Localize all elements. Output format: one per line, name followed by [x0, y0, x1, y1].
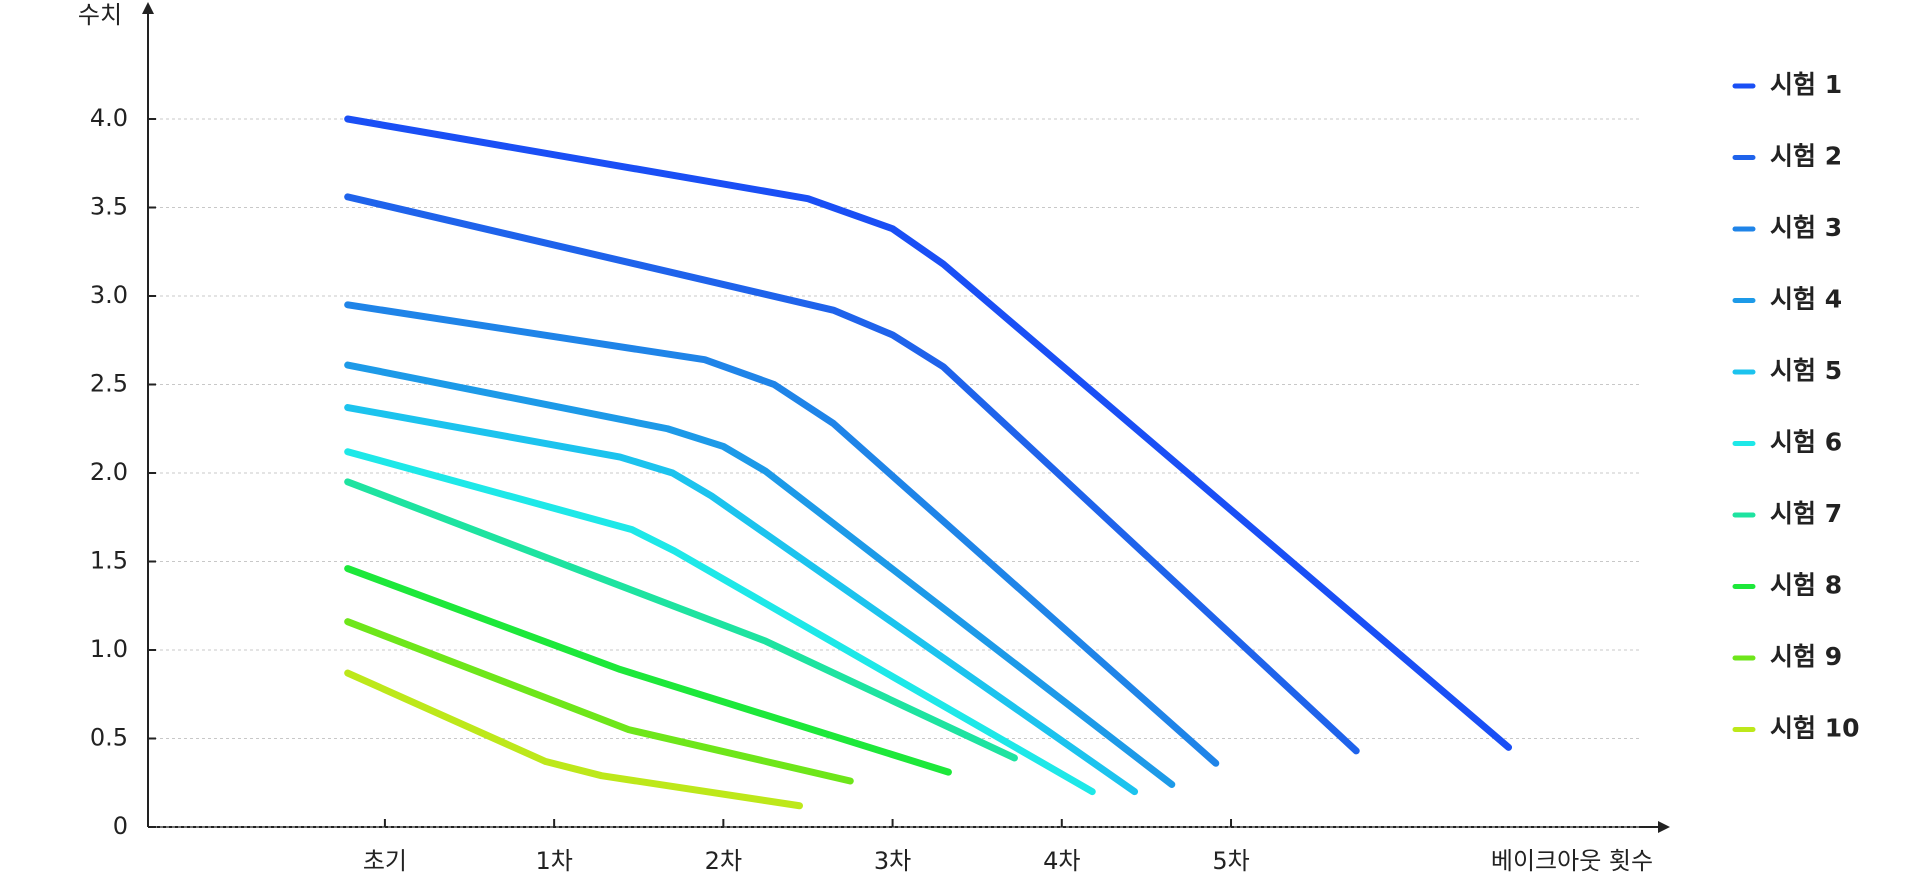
y-tick-label: 4.0 [90, 104, 128, 132]
series-line [344, 361, 1176, 789]
y-tick-label: 1.0 [90, 635, 128, 663]
legend-label: 시험 6 [1770, 428, 1842, 457]
legend-label: 시험 5 [1770, 356, 1842, 385]
series-line [344, 193, 1360, 755]
series-line [344, 301, 1220, 767]
legend-label: 시험 4 [1770, 285, 1842, 314]
legend-label: 시험 9 [1770, 642, 1842, 671]
y-axis-label: 수치 [78, 1, 122, 29]
y-axis-arrow [142, 2, 154, 14]
series-line [344, 404, 1139, 796]
y-tick-label: 3.5 [90, 193, 128, 221]
series-line [344, 478, 1018, 762]
x-axis-label: 베이크아웃 횟수 [1491, 847, 1653, 875]
series-line [344, 115, 1513, 751]
y-tick-label: 2.5 [90, 370, 128, 398]
series-line [344, 448, 1096, 796]
y-tick-label: 1.5 [90, 547, 128, 575]
x-tick-label: 5차 [1212, 847, 1249, 875]
x-tick-label: 2차 [705, 847, 742, 875]
series-line [344, 669, 804, 810]
x-axis-arrow [1658, 821, 1670, 833]
x-tick-label: 4차 [1043, 847, 1080, 875]
legend-label: 시험 7 [1770, 499, 1842, 528]
legend-label: 시험 8 [1770, 571, 1842, 600]
x-tick-label: 초기 [363, 847, 407, 875]
legend-label: 시험 1 [1770, 70, 1842, 99]
series-line [344, 618, 854, 785]
legend-label: 시험 10 [1770, 714, 1860, 743]
y-tick-label: 0 [113, 812, 128, 840]
y-tick-label: 0.5 [90, 724, 128, 752]
x-tick-label: 3차 [874, 847, 911, 875]
x-tick-label: 1차 [535, 847, 572, 875]
y-tick-label: 2.0 [90, 458, 128, 486]
legend-label: 시험 2 [1770, 142, 1842, 171]
series-line [344, 565, 952, 776]
legend-label: 시험 3 [1770, 213, 1842, 242]
y-tick-label: 3.0 [90, 281, 128, 309]
